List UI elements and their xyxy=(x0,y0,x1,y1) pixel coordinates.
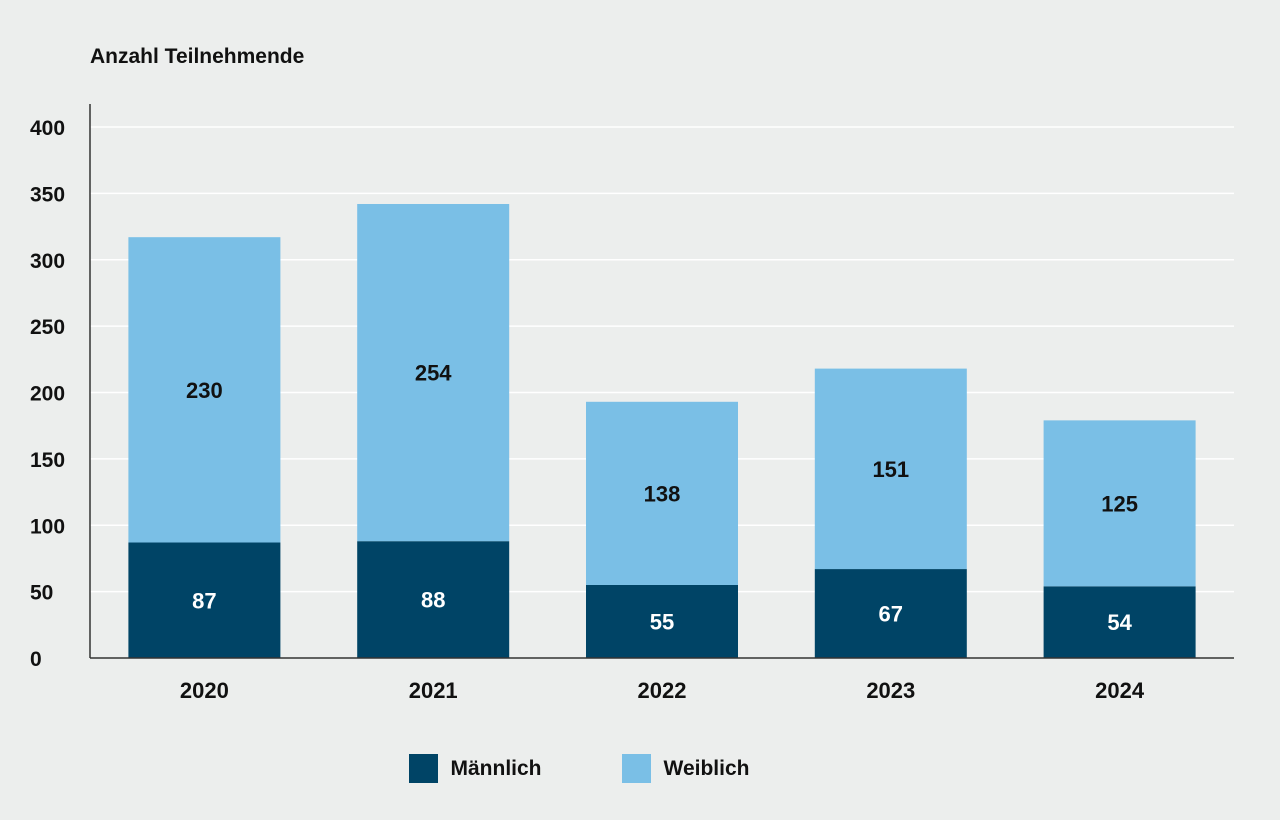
data-label-weiblich-2022: 138 xyxy=(644,481,681,506)
x-axis-ticks: 2020 2021 2022 2023 2024 xyxy=(180,678,1145,703)
y-axis-title: Anzahl Teilnehmende xyxy=(90,45,304,68)
bar-weiblich-2022 xyxy=(586,401,738,585)
data-label-weiblich-2023: 151 xyxy=(872,457,909,482)
y-tick-label-0: 0 xyxy=(30,648,42,671)
legend: Männlich Weiblich xyxy=(0,754,1280,783)
bar-weiblich-2020 xyxy=(128,237,281,543)
data-label-weiblich-2020: 230 xyxy=(186,378,223,403)
legend-label-maennlich: Männlich xyxy=(450,756,542,780)
x-tick-label-2023: 2023 xyxy=(866,678,915,703)
legend-item-weiblich: Weiblich xyxy=(621,754,750,783)
y-tick-label-350: 350 xyxy=(30,183,65,206)
legend-label-weiblich: Weiblich xyxy=(663,756,750,780)
bars xyxy=(128,203,1196,658)
data-label-m-nnlich-2022: 55 xyxy=(650,609,674,634)
y-tick-label-300: 300 xyxy=(30,250,65,273)
data-label-weiblich-2021: 254 xyxy=(415,361,452,386)
data-labels: 87 230 88 254 55 138 67 151 54 125 xyxy=(186,361,1138,636)
bar-weiblich-2023 xyxy=(814,368,967,570)
x-tick-label-2020: 2020 xyxy=(180,678,229,703)
y-tick-label-400: 400 xyxy=(30,117,65,140)
data-label-m-nnlich-2023: 67 xyxy=(879,602,903,627)
y-tick-label-150: 150 xyxy=(30,449,65,472)
legend-swatch-weiblich xyxy=(621,754,651,783)
bar-m-nnlich-2023 xyxy=(814,569,967,658)
x-tick-label-2021: 2021 xyxy=(409,678,458,703)
x-tick-label-2022: 2022 xyxy=(638,678,687,703)
bar-m-nnlich-2024 xyxy=(1043,586,1196,658)
data-label-m-nnlich-2021: 88 xyxy=(421,588,445,613)
bar-weiblich-2021 xyxy=(357,203,510,542)
bar-weiblich-2024 xyxy=(1043,420,1196,587)
y-tick-label-250: 250 xyxy=(30,316,65,339)
data-label-weiblich-2024: 125 xyxy=(1101,491,1138,516)
bar-m-nnlich-2020 xyxy=(128,542,281,658)
legend-item-maennlich: Männlich xyxy=(408,754,542,783)
y-tick-label-200: 200 xyxy=(30,383,65,406)
y-tick-label-100: 100 xyxy=(30,515,65,538)
y-tick-label-50: 50 xyxy=(30,582,53,605)
bar-m-nnlich-2021 xyxy=(357,541,510,658)
data-label-m-nnlich-2024: 54 xyxy=(1107,610,1132,635)
data-label-m-nnlich-2020: 87 xyxy=(192,588,216,613)
x-tick-label-2024: 2024 xyxy=(1095,678,1145,703)
y-axis-ticks: 0 50 100 150 200 250 300 350 400 xyxy=(30,117,65,671)
legend-swatch-maennlich xyxy=(408,754,438,783)
bar-m-nnlich-2022 xyxy=(586,584,738,658)
